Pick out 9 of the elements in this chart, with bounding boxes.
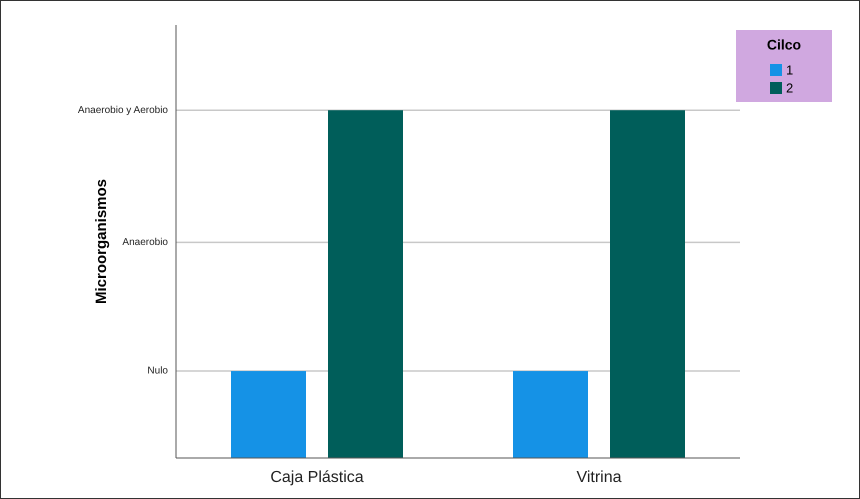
ref-line-label: Anaerobio y Aerobio	[78, 104, 168, 116]
ref-line-label: Nulo	[147, 366, 168, 377]
ref-line-label: Anaerobio	[122, 237, 168, 248]
x-tick-label: Caja Plástica	[270, 469, 364, 486]
y-axis-title: Microorganismos	[92, 178, 110, 304]
legend-title: Cilco	[766, 36, 802, 53]
x-tick-label: Vitrina	[576, 469, 622, 486]
legend-label: 2	[786, 80, 794, 96]
legend-label: 1	[786, 62, 794, 78]
